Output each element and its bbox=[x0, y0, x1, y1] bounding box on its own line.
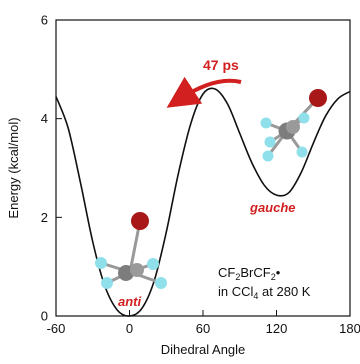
x-tick-label: 60 bbox=[196, 321, 210, 336]
x-axis-label: Dihedral Angle bbox=[161, 342, 246, 357]
anti-molecule-image bbox=[95, 212, 167, 289]
species-note: CF2BrCF2• bbox=[218, 265, 281, 282]
rate-label: 47 ps bbox=[203, 57, 239, 73]
anti-label: anti bbox=[118, 294, 142, 309]
x-tick-label: 180 bbox=[339, 321, 360, 336]
gauche-label: gauche bbox=[249, 200, 296, 215]
y-tick-label: 6 bbox=[41, 13, 48, 28]
x-tick-label: -60 bbox=[47, 321, 66, 336]
y-axis-label: Energy (kcal/mol) bbox=[6, 117, 21, 218]
gauche-molecule-image bbox=[260, 89, 327, 162]
transition-arrow bbox=[166, 76, 242, 108]
y-tick-label: 0 bbox=[41, 309, 48, 324]
x-tick-label: 120 bbox=[266, 321, 288, 336]
x-tick-label: 0 bbox=[126, 321, 133, 336]
x-axis-ticks: -60 0 60 120 180 bbox=[47, 310, 360, 336]
y-tick-label: 2 bbox=[41, 210, 48, 225]
y-axis-ticks: 0 2 4 6 bbox=[41, 13, 62, 324]
y-tick-label: 4 bbox=[41, 111, 48, 126]
solvent-note: in CCl4 at 280 K bbox=[218, 284, 311, 301]
